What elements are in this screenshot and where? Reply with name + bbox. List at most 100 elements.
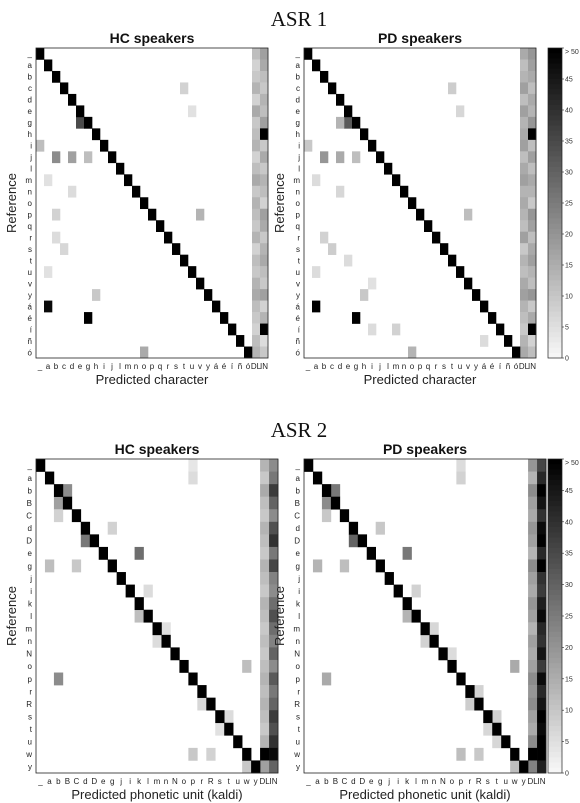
heatmap-cell — [260, 335, 269, 347]
x-tick-label: c — [330, 362, 334, 371]
heatmap-cell — [528, 300, 537, 313]
heatmap-cell — [520, 243, 529, 255]
heatmap-cell — [408, 346, 417, 359]
heatmap-cell-diagonal — [71, 509, 82, 523]
y-tick-label: g — [28, 562, 32, 571]
heatmap-cell — [68, 151, 77, 164]
y-tick-label: u — [28, 268, 32, 277]
x-tick-label: j — [119, 777, 122, 786]
x-tick-label: ó — [514, 362, 519, 371]
heatmap-cell — [252, 116, 261, 129]
colorbar-segment — [548, 589, 562, 596]
plot-frame — [35, 47, 269, 359]
heatmap-cell — [196, 208, 205, 221]
heatmap-cell — [84, 312, 93, 324]
y-tick-label: j — [297, 153, 300, 162]
y-tick-label: d — [28, 524, 32, 533]
heatmap-cell-diagonal — [312, 59, 321, 72]
colorbar-segment — [548, 270, 562, 276]
heatmap-cell-diagonal — [251, 760, 261, 774]
heatmap-cell — [520, 139, 529, 152]
heatmap-cell — [537, 471, 547, 485]
heatmap-cell-diagonal — [519, 760, 529, 774]
y-tick-label: u — [296, 268, 300, 277]
heatmap-cell-diagonal — [196, 277, 205, 290]
heatmap-cell-diagonal — [60, 82, 69, 95]
y-tick-label: y — [28, 291, 32, 300]
x-tick-label: DL — [259, 777, 270, 786]
colorbar-segment — [548, 720, 562, 727]
heatmap-cell — [528, 496, 538, 510]
colorbar-tick-label: 35 — [565, 551, 573, 558]
colorbar-segment — [548, 203, 562, 209]
heatmap-cell-diagonal — [411, 609, 421, 623]
y-tick-label: t — [30, 256, 33, 265]
heatmap-cell-diagonal — [220, 312, 229, 324]
x-tick-label: _ — [305, 777, 311, 786]
x-tick-label: j — [387, 777, 390, 786]
heatmap-cell — [269, 659, 279, 673]
heatmap-cell-diagonal — [156, 220, 165, 232]
y-tick-label: e — [296, 107, 301, 116]
heatmap-cell — [537, 697, 547, 711]
heatmap-cell — [320, 151, 329, 164]
colorbar-tick-label: 10 — [565, 708, 573, 715]
colorbar-segment — [548, 579, 562, 585]
heatmap-cell-diagonal — [357, 534, 368, 548]
heatmap-cell — [260, 534, 270, 548]
heatmap-cell — [344, 116, 353, 129]
x-tick-label: b — [56, 777, 61, 786]
heatmap-cell — [321, 496, 332, 510]
heatmap-cell-diagonal — [233, 735, 243, 749]
y-tick-label: C — [26, 512, 32, 521]
y-tick-label: b — [28, 486, 33, 495]
heatmap-cell-diagonal — [448, 254, 457, 267]
y-tick-label: e — [296, 549, 301, 558]
heatmap-cell — [269, 634, 279, 648]
heatmap-cell — [260, 722, 270, 736]
heatmap-cell — [528, 735, 538, 749]
section-title-asr1: ASR 1 — [271, 7, 328, 31]
heatmap-cell — [260, 220, 269, 232]
colorbar-segment — [548, 53, 562, 59]
panel-title: HC speakers — [115, 441, 200, 457]
heatmap-cell — [528, 747, 538, 761]
x-tick-label: d — [351, 777, 355, 786]
heatmap-cell — [537, 509, 547, 523]
heatmap-cell — [76, 116, 85, 129]
heatmap-cell-diagonal — [188, 266, 197, 278]
heatmap-cell — [260, 584, 270, 598]
colorbar-segment — [548, 213, 562, 219]
colorbar-segment — [548, 321, 562, 328]
heatmap-cell — [537, 534, 547, 548]
x-tick-label: y — [474, 362, 478, 371]
y-tick-label: j — [297, 574, 300, 583]
x-tick-label: j — [110, 362, 113, 371]
heatmap-cell — [260, 685, 270, 698]
colorbar-segment — [548, 626, 562, 633]
heatmap-cell — [328, 243, 337, 255]
colorbar-segment — [548, 347, 562, 354]
heatmap-cell — [537, 634, 547, 648]
heatmap-cell — [260, 312, 269, 324]
colorbar-segment — [548, 725, 562, 732]
heatmap-cell-diagonal — [179, 659, 189, 673]
y-tick-label: t — [30, 725, 33, 734]
colorbar-segment — [548, 156, 562, 163]
heatmap-cell — [260, 70, 269, 83]
heatmap-cell — [520, 116, 529, 129]
heatmap-cell-diagonal — [348, 521, 359, 535]
heatmap-cell — [528, 128, 537, 141]
x-tick-label: y — [254, 777, 258, 786]
heatmap-cell — [429, 622, 439, 636]
colorbar-segment — [548, 485, 562, 491]
heatmap-cell — [520, 48, 529, 60]
colorbar-segment — [548, 79, 562, 85]
heatmap-cell — [260, 597, 270, 611]
panel-title: HC speakers — [110, 30, 195, 46]
heatmap-cell — [528, 266, 537, 278]
y-tick-label: n — [296, 188, 300, 197]
heatmap-cell — [252, 48, 261, 60]
colorbar-segment — [548, 689, 562, 695]
y-tick-label: i — [298, 587, 300, 596]
